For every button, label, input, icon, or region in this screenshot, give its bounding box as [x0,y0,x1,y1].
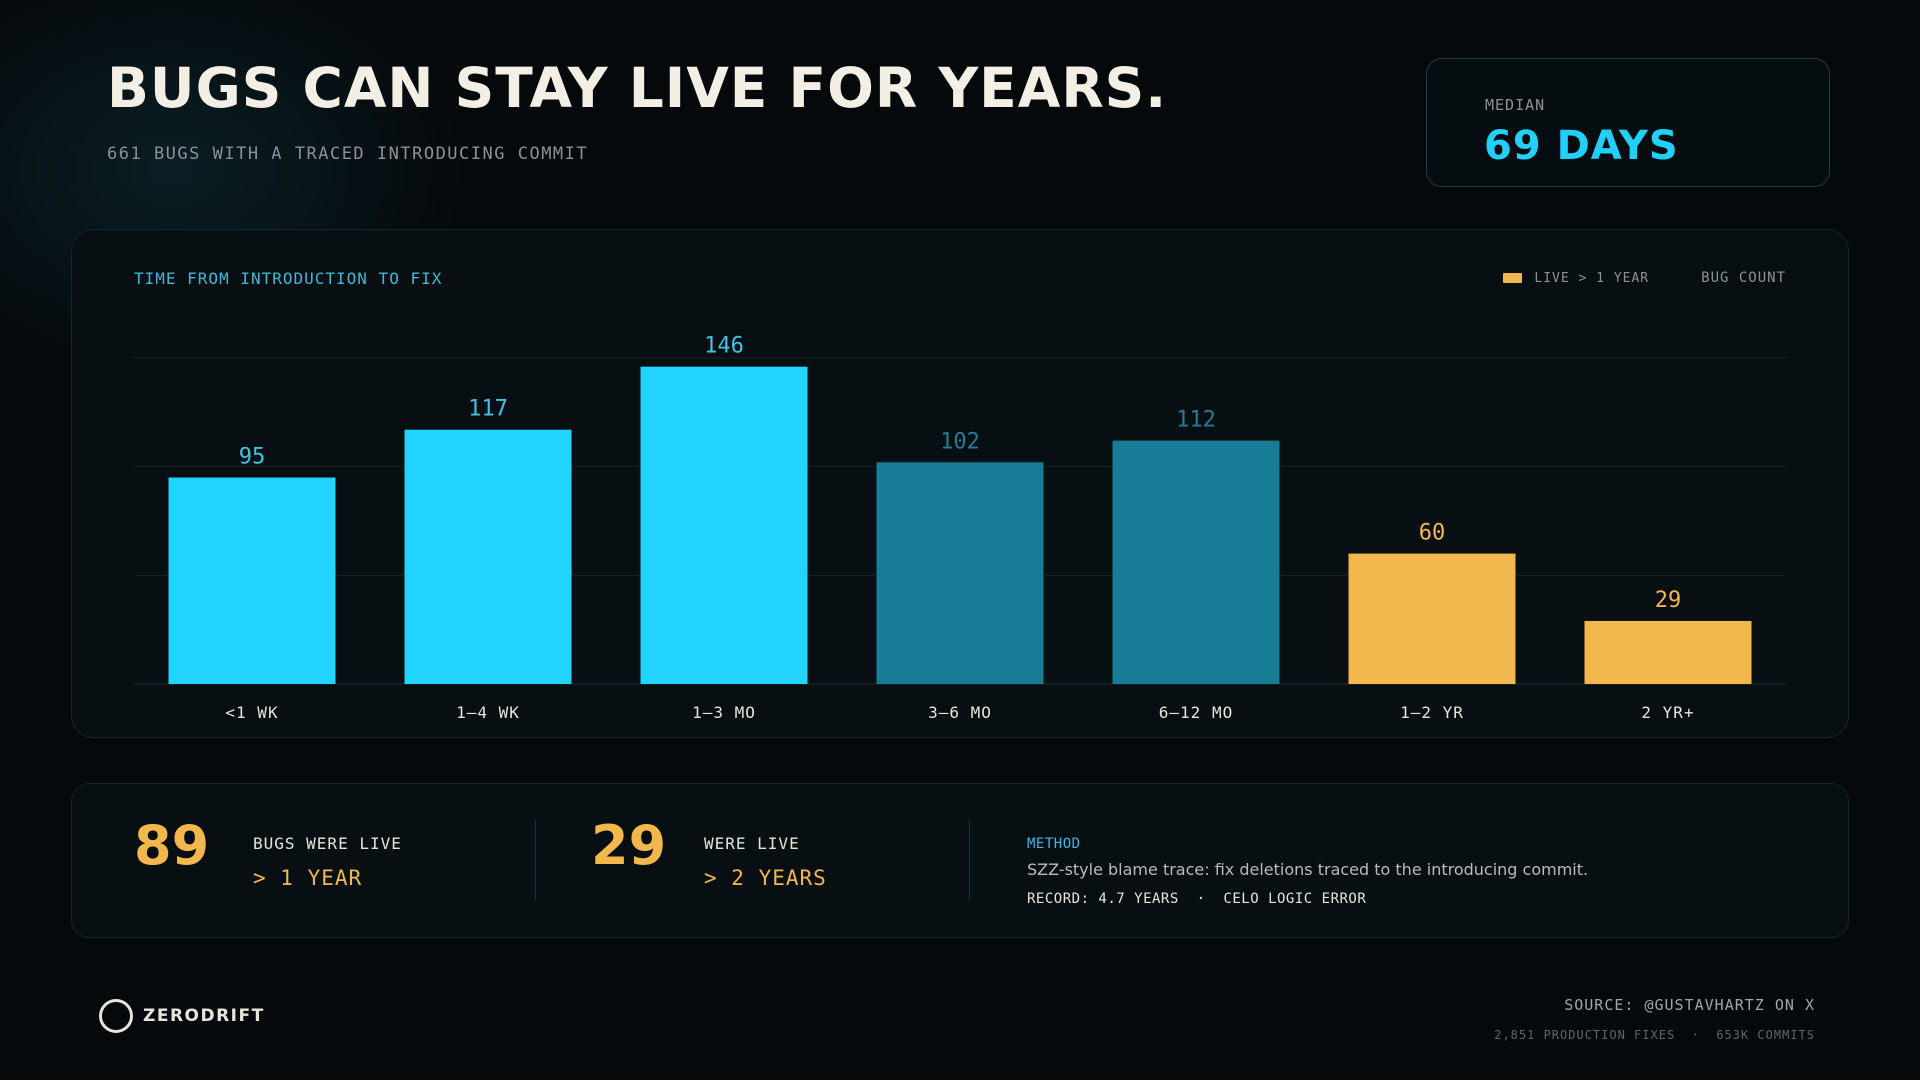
ring-logo-icon [99,999,133,1033]
stat-label-over-1-year: BUGS WERE LIVE [253,834,402,853]
stat-number-over-1-year: 89 [134,814,210,877]
stat-number-over-2-years: 29 [591,814,667,877]
stat-value-over-2-years: > 2 YEARS [704,866,827,890]
stat-label-over-2-years: WERE LIVE [704,834,800,853]
bar-value-label: 112 [1176,408,1216,433]
stats-panel [71,783,1849,938]
bar-value-label: 29 [1655,588,1682,613]
x-tick-label: 6–12 MO [1159,703,1233,722]
bar [404,429,572,684]
stats-divider [969,820,970,900]
page-subtitle: 661 BUGS WITH A TRACED INTRODUCING COMMI… [107,144,589,164]
bar [168,477,336,684]
bar-value-label: 60 [1419,521,1446,546]
median-value: 69 DAYS [1484,123,1679,169]
bar [1348,553,1516,684]
bar-value-label: 102 [940,429,980,454]
legend-swatch [1503,273,1523,283]
x-tick-label: 1–2 YR [1400,703,1464,722]
bar-value-label: 117 [468,397,508,422]
source-credit: SOURCE: @GUSTAVHARTZ ON X [1564,996,1815,1014]
bar [640,366,808,684]
brand-name: ZERODRIFT [143,1006,265,1026]
x-tick-label: 3–6 MO [928,703,992,722]
stat-value-over-1-year: > 1 YEAR [253,866,363,890]
x-tick-label: 2 YR+ [1641,703,1694,722]
median-card: MEDIAN 69 DAYS [1426,58,1830,187]
source-meta: 2,851 PRODUCTION FIXES · 653K COMMITS [1494,1028,1815,1042]
bar [876,462,1044,684]
bar-value-label: 95 [239,445,266,470]
bar [1584,620,1752,684]
chart-legend: LIVE > 1 YEAR BUG COUNT [1503,270,1786,286]
method-record: RECORD: 4.7 YEARS · CELO LOGIC ERROR [1027,891,1367,907]
x-tick-label: 1–3 MO [692,703,756,722]
bar [1112,440,1280,684]
method-description: SZZ-style blame trace: fix deletions tra… [1027,860,1589,879]
method-label: METHOD [1027,836,1081,852]
brand-logo: ZERODRIFT [99,999,265,1033]
x-tick-label: <1 WK [225,703,278,722]
legend-entry: LIVE > 1 YEAR [1534,270,1650,286]
x-tick-label: 1–4 WK [456,703,520,722]
chart-title: TIME FROM INTRODUCTION TO FIX [134,269,443,288]
page-title: BUGS CAN STAY LIVE FOR YEARS. [107,56,1168,120]
median-label: MEDIAN [1485,96,1546,114]
bar-value-label: 146 [704,334,744,359]
stats-divider [535,820,536,900]
y-axis-label: BUG COUNT [1701,270,1786,286]
